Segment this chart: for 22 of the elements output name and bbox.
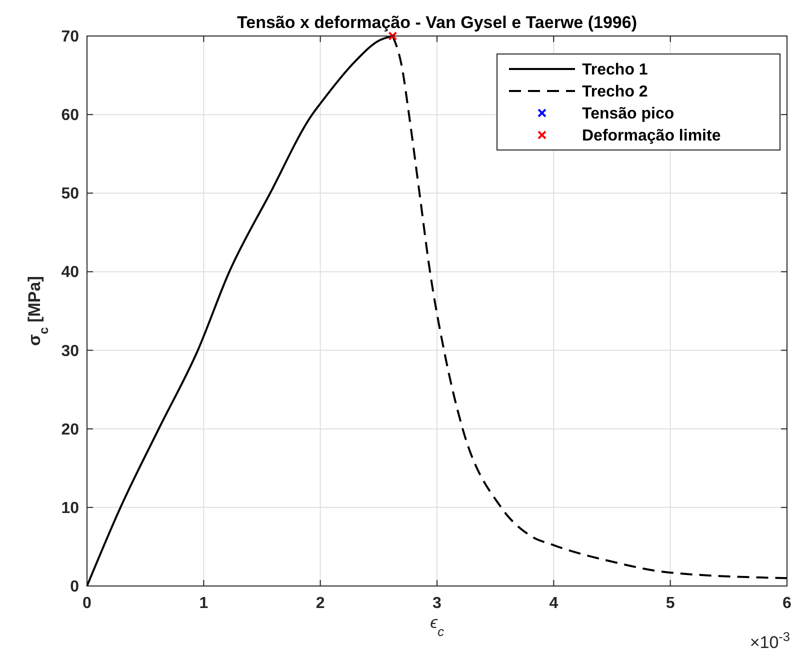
legend-label: Trecho 2 (582, 84, 648, 100)
text: ×10$^{-3}$ (750, 628, 790, 652)
legend-label: Deformação limite (582, 128, 721, 144)
chart-title: Tensão x deformação - Van Gysel e Taerwe (1996) (237, 13, 637, 32)
x-tick-label: 5 (666, 595, 675, 612)
y-tick-label: 30 (61, 342, 80, 360)
y-tick-label: 60 (61, 107, 80, 124)
y-tick-label: 40 (61, 264, 80, 282)
y-tick-label: 20 (61, 421, 80, 438)
x-axis-title: ϵ$_{c}$ (430, 613, 445, 638)
x-tick-label: 2 (316, 595, 325, 612)
x-tick-label: 3 (432, 595, 442, 612)
x-tick-label: 0 (82, 595, 92, 612)
y-tick-label: 70 (61, 28, 80, 46)
legend-label: Trecho 1 (582, 62, 648, 78)
y-tick-label: 10 (61, 500, 80, 517)
x-tick-label: 4 (549, 595, 558, 612)
x-tick-label: 6 (782, 595, 792, 612)
y-tick-label: 50 (61, 186, 80, 203)
y-tick-label: 0 (70, 578, 80, 596)
legend-label: Tensão pico (582, 106, 674, 122)
x-tick-label: 1 (199, 595, 208, 612)
